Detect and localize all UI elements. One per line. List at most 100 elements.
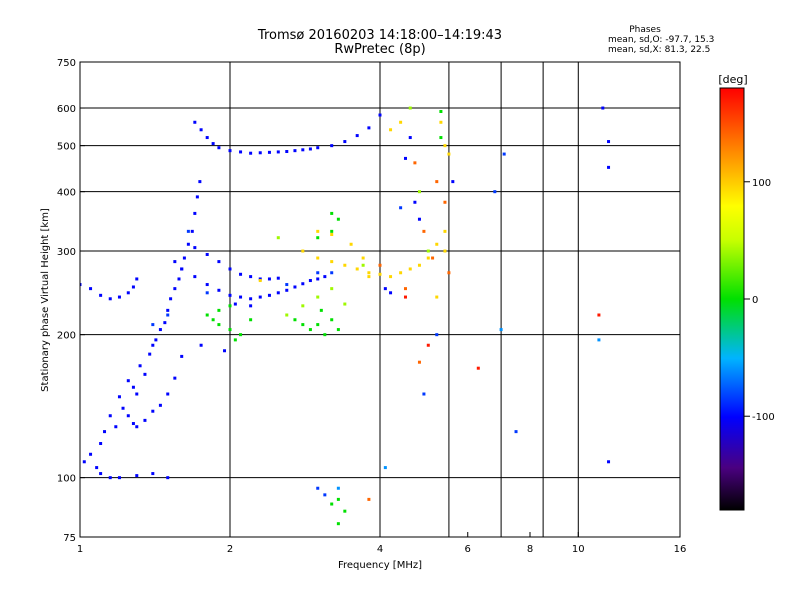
data-point (330, 287, 334, 291)
data-point (597, 338, 601, 342)
x-tick-label: 1 (77, 544, 83, 555)
y-tick-label: 750 (57, 58, 76, 69)
data-point (389, 128, 393, 132)
data-point (267, 277, 271, 281)
data-point (443, 200, 447, 204)
data-point (95, 466, 99, 470)
chart-subtitle: RwPretec (8p) (334, 42, 425, 57)
data-point (349, 242, 353, 246)
data-point (182, 256, 186, 260)
data-point (330, 233, 334, 237)
data-point (131, 422, 135, 426)
data-point (276, 291, 280, 295)
data-point (399, 271, 403, 275)
data-point (476, 366, 480, 370)
x-tick-label: 10 (572, 544, 585, 555)
data-point (126, 291, 130, 295)
data-point (151, 323, 155, 327)
data-point (336, 486, 340, 490)
data-point (451, 180, 455, 184)
x-tick-label: 6 (465, 544, 471, 555)
data-point (367, 497, 371, 501)
colorbar-label: [deg] (718, 73, 747, 86)
data-point (131, 385, 135, 389)
data-point (301, 304, 305, 308)
data-point (199, 343, 203, 347)
data-point (336, 328, 340, 332)
colorbar-tick-label: 0 (752, 295, 758, 306)
y-tick-label: 500 (57, 142, 76, 153)
data-point (316, 256, 320, 260)
data-point (180, 354, 184, 358)
data-point (103, 430, 107, 434)
data-point (399, 120, 403, 124)
data-point (383, 466, 387, 470)
data-point (267, 293, 271, 297)
data-point (108, 414, 112, 418)
data-point (143, 418, 147, 422)
data-point (367, 271, 371, 275)
data-point (239, 295, 243, 299)
data-point (217, 146, 221, 150)
y-tick-label: 600 (57, 104, 76, 115)
phase-info-x-stats: mean, sd,X: 81.3, 22.5 (608, 45, 710, 55)
data-point (135, 277, 139, 281)
data-point (330, 260, 334, 264)
data-point (121, 406, 125, 410)
data-point (435, 180, 439, 184)
data-point (285, 150, 289, 154)
data-point (249, 304, 253, 308)
data-point (228, 328, 232, 332)
data-point (389, 291, 393, 295)
data-point (258, 279, 262, 283)
data-point (166, 313, 170, 317)
data-point (361, 256, 365, 260)
data-point (316, 277, 320, 281)
data-point (330, 502, 334, 506)
data-point (276, 276, 280, 280)
y-tick-label: 300 (57, 247, 76, 258)
data-point (355, 267, 359, 271)
data-point (249, 297, 253, 301)
data-point (383, 287, 387, 291)
data-point (217, 288, 221, 292)
data-point (285, 313, 289, 317)
data-point (343, 263, 347, 267)
data-point (151, 472, 155, 476)
data-point (131, 285, 135, 289)
data-point (378, 272, 382, 276)
data-point (89, 452, 93, 456)
data-point (293, 285, 297, 289)
data-point (173, 287, 177, 291)
data-point (180, 267, 184, 271)
x-tick-label: 16 (674, 544, 687, 555)
data-point (443, 229, 447, 233)
data-point (258, 151, 262, 155)
data-point (330, 318, 334, 322)
data-point (435, 295, 439, 299)
data-point (301, 282, 305, 286)
data-point (426, 249, 430, 253)
data-point (205, 283, 209, 287)
data-point (158, 328, 162, 332)
data-point (195, 195, 199, 199)
data-point (193, 246, 197, 250)
data-point (228, 267, 232, 271)
data-point (319, 308, 323, 312)
data-point (163, 321, 167, 325)
data-point (439, 136, 443, 140)
data-point (233, 338, 237, 342)
data-point (323, 493, 327, 497)
data-point (417, 190, 421, 194)
data-point (308, 147, 312, 151)
data-point (258, 295, 262, 299)
data-point (89, 287, 93, 291)
data-point (343, 140, 347, 144)
data-point (217, 323, 221, 327)
data-point (435, 333, 439, 337)
data-point (217, 308, 221, 312)
data-point (228, 293, 232, 297)
data-point (389, 275, 393, 279)
data-point (422, 392, 426, 396)
data-point (439, 120, 443, 124)
